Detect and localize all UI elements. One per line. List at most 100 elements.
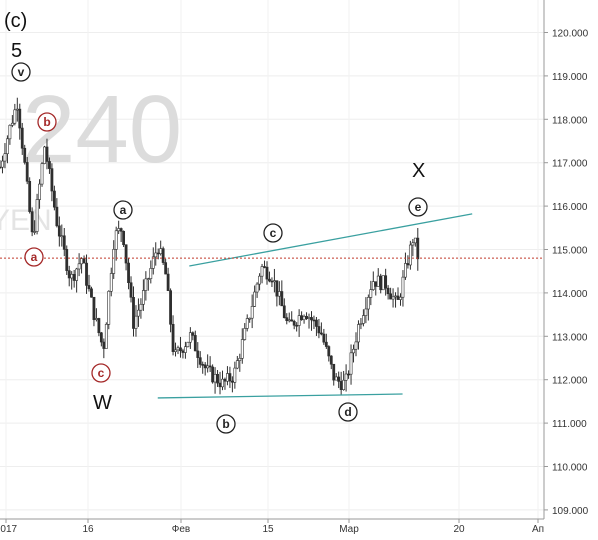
candle-up bbox=[134, 315, 138, 329]
candle-down bbox=[25, 162, 29, 182]
candle-down bbox=[62, 235, 66, 250]
candle-down bbox=[347, 373, 350, 376]
y-tick-label: 111.000 bbox=[552, 419, 587, 430]
candle-up bbox=[364, 308, 368, 316]
candle-down bbox=[82, 258, 86, 264]
candle-down bbox=[45, 146, 49, 162]
candle-up bbox=[411, 242, 415, 246]
circle-label-b: b bbox=[43, 115, 50, 129]
x-tick-label: 20 bbox=[453, 524, 465, 535]
candle-down bbox=[129, 282, 133, 298]
circle-label-b-ring bbox=[37, 112, 57, 132]
candle-up bbox=[139, 303, 143, 311]
circle-label-a: a bbox=[31, 250, 38, 264]
circle-label-b: b bbox=[222, 417, 229, 431]
candle-up bbox=[107, 290, 111, 325]
candle-down bbox=[285, 317, 289, 321]
candle-down bbox=[230, 380, 234, 383]
candle-down bbox=[324, 341, 328, 347]
candle-down bbox=[85, 262, 88, 286]
candle-up bbox=[174, 349, 177, 352]
candle-down bbox=[384, 275, 388, 289]
candle-up bbox=[243, 328, 247, 340]
wave-label-w: W bbox=[93, 392, 112, 414]
candle-up bbox=[349, 352, 353, 375]
y-tick-label: 115.000 bbox=[552, 246, 588, 257]
candle-down bbox=[171, 323, 175, 352]
candle-up bbox=[240, 339, 244, 359]
candle-up bbox=[38, 183, 41, 200]
candle-down bbox=[374, 281, 378, 287]
watermark-subtitle: YEN bbox=[0, 204, 52, 237]
y-tick-label: 116.000 bbox=[552, 202, 588, 213]
candle-down bbox=[65, 249, 69, 271]
candle-down bbox=[122, 230, 126, 246]
circle-label-c-ring bbox=[91, 363, 111, 383]
candle-up bbox=[159, 248, 163, 254]
candle-up bbox=[226, 373, 229, 382]
candle-down bbox=[127, 262, 130, 284]
candle-down bbox=[389, 293, 392, 300]
candle-up bbox=[255, 283, 259, 293]
candle-down bbox=[48, 161, 51, 169]
candle-down bbox=[191, 332, 195, 336]
candle-up bbox=[369, 289, 373, 298]
candle-down bbox=[339, 381, 343, 390]
candle-down bbox=[52, 190, 56, 208]
candle-up bbox=[15, 108, 19, 111]
candle-down bbox=[97, 318, 101, 334]
candle-down bbox=[208, 365, 212, 368]
candle-up bbox=[233, 367, 237, 383]
candle-up bbox=[141, 290, 145, 305]
candle-down bbox=[327, 346, 331, 357]
candle-up bbox=[248, 317, 252, 320]
candle-up bbox=[250, 306, 254, 319]
candle-down bbox=[270, 280, 274, 283]
candle-up bbox=[112, 249, 116, 274]
y-tick-label: 109.000 bbox=[552, 506, 589, 517]
candle-down bbox=[196, 350, 200, 358]
candle-down bbox=[50, 168, 54, 192]
candle-up bbox=[146, 278, 150, 280]
candle-down bbox=[67, 270, 71, 279]
candle-up bbox=[307, 317, 311, 319]
candle-up bbox=[302, 315, 306, 321]
candle-down bbox=[315, 319, 318, 327]
candle-down bbox=[169, 290, 172, 325]
candle-down bbox=[30, 211, 34, 233]
candle-up bbox=[352, 348, 355, 354]
candle-down bbox=[228, 373, 232, 382]
y-tick-label: 114.000 bbox=[552, 289, 588, 300]
candle-up bbox=[43, 146, 46, 164]
circle-label-e-ring bbox=[408, 197, 428, 217]
candle-down bbox=[290, 319, 294, 322]
candle-down bbox=[181, 350, 185, 353]
candle-up bbox=[287, 319, 291, 322]
circle-label-c-ring bbox=[263, 223, 283, 243]
candle-up bbox=[151, 256, 155, 269]
candle-up bbox=[77, 263, 81, 270]
y-tick-label: 112.000 bbox=[552, 376, 588, 387]
candle-up bbox=[188, 332, 192, 343]
candle-down bbox=[282, 305, 286, 318]
candle-up bbox=[154, 252, 158, 258]
candle-up bbox=[362, 315, 365, 324]
candle-down bbox=[319, 332, 323, 335]
candle-up bbox=[394, 295, 397, 298]
y-tick-label: 117.000 bbox=[552, 159, 588, 170]
candle-down bbox=[87, 285, 91, 290]
candle-down bbox=[18, 108, 22, 129]
grid bbox=[0, 0, 544, 519]
candle-up bbox=[206, 365, 210, 369]
candle-up bbox=[213, 373, 217, 383]
candle-down bbox=[295, 324, 299, 327]
candle-down bbox=[317, 326, 321, 334]
circle-label-b-ring bbox=[216, 414, 236, 434]
candle-down bbox=[386, 287, 390, 295]
candle-up bbox=[75, 268, 79, 281]
candle-up bbox=[137, 309, 140, 317]
candle-down bbox=[55, 206, 59, 227]
candle-down bbox=[300, 315, 304, 321]
